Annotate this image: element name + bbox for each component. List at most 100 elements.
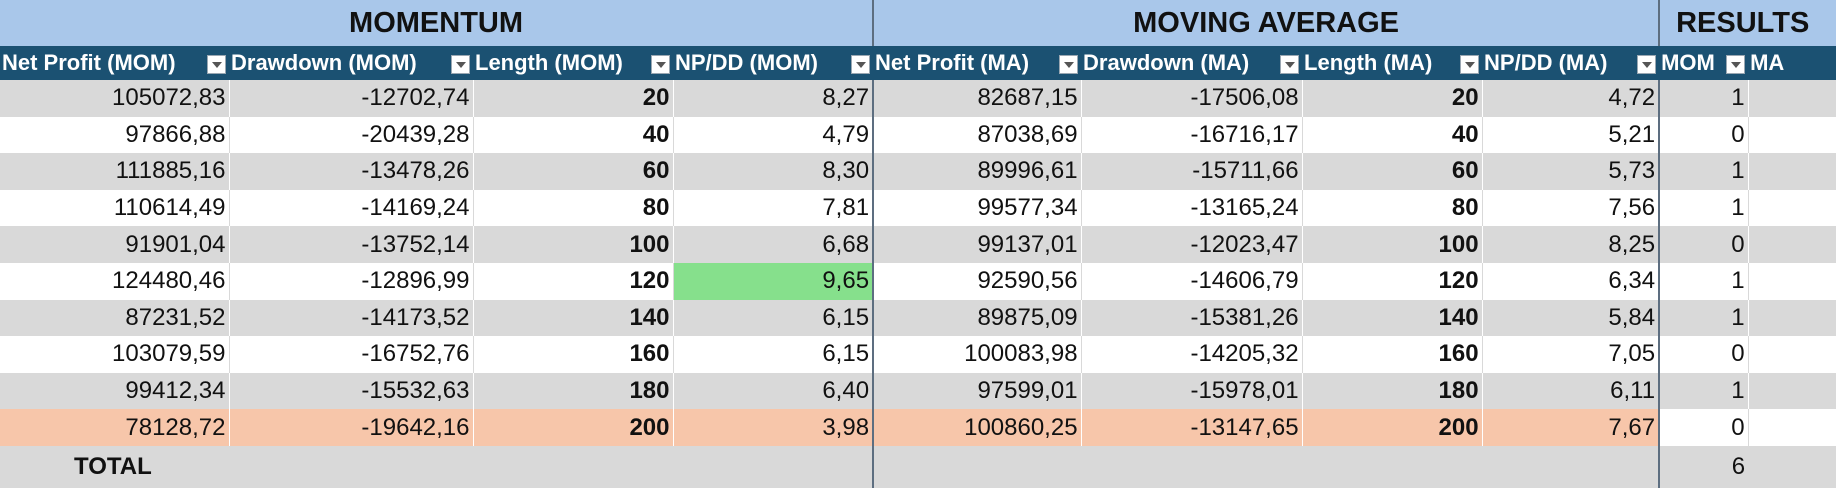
cell-length-mom[interactable]: 180 — [473, 372, 674, 410]
filter-dropdown-icon[interactable] — [1726, 55, 1746, 74]
filter-dropdown-icon[interactable] — [1460, 55, 1480, 74]
cell-length-mom[interactable]: 60 — [473, 153, 674, 190]
cell-drawdown-ma[interactable]: -14606,79 — [1081, 262, 1303, 300]
cell-npdd-ma[interactable]: 7,05 — [1482, 336, 1661, 373]
cell-length-mom[interactable]: 20 — [473, 80, 674, 117]
cell-ma[interactable]: 1 — [1748, 116, 1836, 154]
cell-mom[interactable]: 0 — [1659, 409, 1749, 446]
cell-mom[interactable]: 1 — [1659, 189, 1749, 227]
cell-npdd-ma[interactable]: 7,56 — [1482, 189, 1661, 227]
cell-drawdown-ma[interactable]: -17506,08 — [1081, 80, 1303, 117]
cell-length-ma[interactable]: 60 — [1302, 153, 1483, 190]
cell-length-mom[interactable]: 120 — [473, 262, 674, 300]
cell-length-ma[interactable]: 80 — [1302, 189, 1483, 227]
cell-mom[interactable]: 1 — [1659, 153, 1749, 190]
cell-mom[interactable]: 0 — [1659, 336, 1749, 373]
cell-npdd-ma[interactable]: 6,34 — [1482, 262, 1661, 300]
cell-npdd-ma[interactable]: 7,67 — [1482, 409, 1661, 446]
cell-ma[interactable]: 1 — [1748, 336, 1836, 373]
cell-net-profit-mom[interactable]: 110614,49 — [0, 189, 230, 227]
total-mom[interactable]: 6 — [1659, 445, 1749, 488]
cell-npdd-mom[interactable]: 8,27 — [673, 80, 875, 117]
cell-net-profit-mom[interactable]: 91901,04 — [0, 226, 230, 263]
cell-drawdown-ma[interactable]: -13165,24 — [1081, 189, 1303, 227]
cell-length-mom[interactable]: 40 — [473, 116, 674, 154]
cell-length-ma[interactable]: 180 — [1302, 372, 1483, 410]
cell-ma[interactable]: 1 — [1748, 226, 1836, 263]
cell-ma[interactable]: 0 — [1748, 80, 1836, 117]
cell-ma[interactable]: 0 — [1748, 299, 1836, 337]
cell-net-profit-mom[interactable]: 97866,88 — [0, 116, 230, 154]
cell-drawdown-ma[interactable]: -14205,32 — [1081, 336, 1303, 373]
cell-net-profit-ma[interactable]: 97599,01 — [873, 372, 1082, 410]
cell-npdd-mom[interactable]: 6,15 — [673, 336, 875, 373]
cell-mom[interactable]: 1 — [1659, 372, 1749, 410]
filter-dropdown-icon[interactable] — [207, 55, 226, 74]
cell-ma[interactable]: 0 — [1748, 153, 1836, 190]
cell-net-profit-ma[interactable]: 89875,09 — [873, 299, 1082, 337]
cell-mom[interactable]: 0 — [1659, 116, 1749, 154]
cell-drawdown-mom[interactable]: -13752,14 — [229, 226, 474, 263]
cell-drawdown-mom[interactable]: -12702,74 — [229, 80, 474, 117]
cell-npdd-mom[interactable]: 8,30 — [673, 153, 875, 190]
cell-net-profit-ma[interactable]: 82687,15 — [873, 80, 1082, 117]
cell-length-ma[interactable]: 120 — [1302, 262, 1483, 300]
cell-length-ma[interactable]: 140 — [1302, 299, 1483, 337]
cell-npdd-mom[interactable]: 6,15 — [673, 299, 875, 337]
cell-net-profit-mom[interactable]: 99412,34 — [0, 372, 230, 410]
cell-mom[interactable]: 0 — [1659, 226, 1749, 263]
cell-mom[interactable]: 1 — [1659, 262, 1749, 300]
filter-dropdown-icon[interactable] — [851, 55, 871, 74]
cell-length-ma[interactable]: 20 — [1302, 80, 1483, 117]
cell-drawdown-ma[interactable]: -13147,65 — [1081, 409, 1303, 446]
cell-length-ma[interactable]: 200 — [1302, 409, 1483, 446]
cell-drawdown-mom[interactable]: -12896,99 — [229, 262, 474, 300]
cell-drawdown-ma[interactable]: -15978,01 — [1081, 372, 1303, 410]
cell-length-ma[interactable]: 160 — [1302, 336, 1483, 373]
cell-drawdown-mom[interactable]: -19642,16 — [229, 409, 474, 446]
cell-npdd-mom[interactable]: 4,79 — [673, 116, 875, 154]
cell-npdd-ma[interactable]: 8,25 — [1482, 226, 1661, 263]
cell-npdd-ma[interactable]: 4,72 — [1482, 80, 1661, 117]
cell-drawdown-ma[interactable]: -15711,66 — [1081, 153, 1303, 190]
cell-net-profit-ma[interactable]: 100083,98 — [873, 336, 1082, 373]
cell-net-profit-ma[interactable]: 89996,61 — [873, 153, 1082, 190]
cell-drawdown-ma[interactable]: -12023,47 — [1081, 226, 1303, 263]
filter-dropdown-icon[interactable] — [1637, 55, 1657, 74]
cell-npdd-mom[interactable]: 6,68 — [673, 226, 875, 263]
cell-length-mom[interactable]: 80 — [473, 189, 674, 227]
cell-npdd-ma[interactable]: 5,21 — [1482, 116, 1661, 154]
cell-net-profit-ma[interactable]: 100860,25 — [873, 409, 1082, 446]
cell-drawdown-mom[interactable]: -14173,52 — [229, 299, 474, 337]
cell-length-mom[interactable]: 100 — [473, 226, 674, 263]
cell-npdd-mom-best[interactable]: 9,65 — [673, 262, 875, 300]
cell-mom[interactable]: 1 — [1659, 80, 1749, 117]
filter-dropdown-icon[interactable] — [1059, 55, 1079, 74]
cell-drawdown-mom[interactable]: -15532,63 — [229, 372, 474, 410]
cell-ma[interactable]: 0 — [1748, 372, 1836, 410]
cell-net-profit-mom[interactable]: 78128,72 — [0, 409, 230, 446]
cell-ma[interactable]: 0 — [1748, 262, 1836, 300]
cell-npdd-mom[interactable]: 6,40 — [673, 372, 875, 410]
cell-net-profit-mom[interactable]: 124480,46 — [0, 262, 230, 300]
cell-ma[interactable]: 0 — [1748, 189, 1836, 227]
filter-dropdown-icon[interactable] — [1280, 55, 1300, 74]
filter-dropdown-icon[interactable] — [451, 55, 470, 74]
cell-length-mom[interactable]: 140 — [473, 299, 674, 337]
cell-net-profit-ma[interactable]: 99137,01 — [873, 226, 1082, 263]
cell-drawdown-mom[interactable]: -20439,28 — [229, 116, 474, 154]
cell-drawdown-ma[interactable]: -16716,17 — [1081, 116, 1303, 154]
cell-length-mom[interactable]: 160 — [473, 336, 674, 373]
cell-length-ma[interactable]: 100 — [1302, 226, 1483, 263]
cell-drawdown-mom[interactable]: -14169,24 — [229, 189, 474, 227]
cell-npdd-ma[interactable]: 6,11 — [1482, 372, 1661, 410]
cell-mom[interactable]: 1 — [1659, 299, 1749, 337]
cell-net-profit-mom[interactable]: 111885,16 — [0, 153, 230, 190]
cell-drawdown-mom[interactable]: -16752,76 — [229, 336, 474, 373]
cell-net-profit-ma[interactable]: 87038,69 — [873, 116, 1082, 154]
filter-dropdown-icon[interactable] — [651, 55, 670, 74]
cell-net-profit-mom[interactable]: 87231,52 — [0, 299, 230, 337]
cell-ma[interactable]: 1 — [1748, 409, 1836, 446]
cell-length-mom[interactable]: 200 — [473, 409, 674, 446]
cell-drawdown-mom[interactable]: -13478,26 — [229, 153, 474, 190]
